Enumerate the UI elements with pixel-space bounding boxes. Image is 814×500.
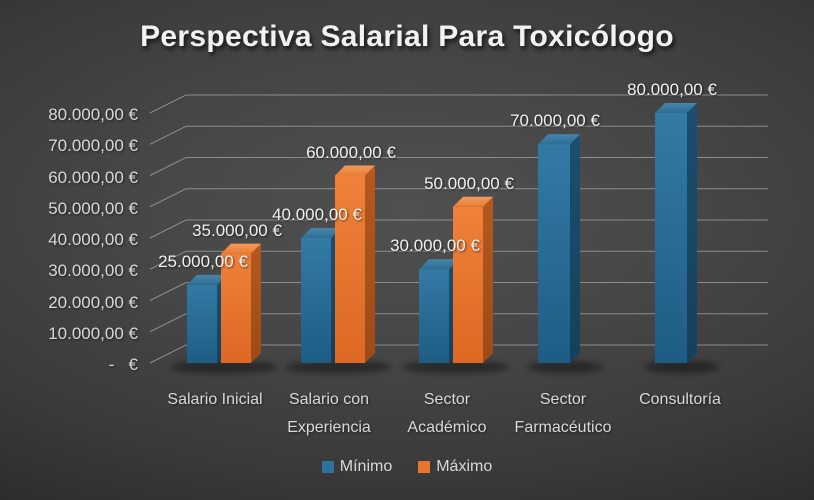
data-label-minimo-salario-con-experiencia: 40.000,00 € — [272, 205, 362, 224]
bar-front-face — [221, 253, 251, 363]
data-label-maximo-sector-academico: 50.000,00 € — [424, 173, 514, 193]
legend-swatch-minimo — [321, 461, 334, 473]
bar-shadow-consultoria — [644, 360, 720, 374]
chart-title: Perspectiva Salarial Para Toxicólogo — [140, 20, 674, 53]
bar-front-face — [301, 238, 331, 363]
y-axis-label-30000: 30.000,00 € — [48, 261, 138, 281]
y-axis-label-60000: 60.000,00 € — [48, 167, 138, 187]
bar-front-face — [538, 144, 570, 363]
x-axis-label-sector-farmaceutico: Sector Farmacéutico — [514, 391, 612, 436]
legend-item-minimo: Mínimo — [321, 458, 393, 476]
data-label-minimo-sector-academico: 30.000,00 € — [390, 236, 480, 256]
x-axis-label-salario-inicial: Salario Inicial — [167, 391, 263, 408]
bar-shadow-sector-academico — [402, 360, 510, 374]
bar-top-face — [419, 259, 459, 270]
bar-front-face — [419, 269, 449, 363]
bar-shadow-salario-inicial — [170, 360, 278, 374]
bar-top-face — [335, 165, 375, 176]
data-label-minimo-sector-farmaceutico: 70.000,00 € — [510, 111, 600, 131]
gridline-80000 — [149, 94, 768, 114]
bar-side-face — [687, 103, 697, 363]
data-label-maximo-salario-con-experiencia: 60.000,00 € — [306, 142, 396, 162]
bar-top-face — [453, 196, 493, 207]
bar-front-face — [187, 284, 217, 363]
bar-minimo-consultoria — [655, 103, 697, 363]
y-axis-label-80000: 80.000,00 € — [48, 105, 138, 124]
bar-maximo-salario-inicial — [221, 243, 261, 363]
bar-minimo-salario-con-experiencia — [301, 228, 341, 363]
bar-shadow-salario-con-experiencia — [284, 360, 392, 374]
bar-front-face — [335, 175, 365, 363]
x-axis-label-salario-con-experiencia: Salario con Experiencia — [287, 391, 371, 436]
data-label-minimo-consultoria: 80.000,00 € — [627, 80, 717, 99]
bar-top-face — [655, 103, 697, 113]
bar-front-face — [655, 113, 687, 363]
bar-minimo-sector-farmaceutico — [538, 134, 580, 363]
y-axis-label-20000: 20.000,00 € — [48, 292, 138, 312]
x-axis-label-consultoria: Consultoría — [639, 391, 721, 408]
bar-top-face — [301, 228, 341, 238]
legend-label-minimo: Mínimo — [339, 458, 393, 475]
bar-shadow-sector-farmaceutico — [527, 360, 603, 374]
data-label-minimo-salario-inicial: 25.000,00 € — [158, 251, 248, 271]
bar-maximo-sector-academico — [453, 196, 493, 363]
bar-top-face — [538, 134, 580, 145]
legend-item-maximo: Máximo — [418, 458, 492, 476]
legend-label-maximo: Máximo — [436, 458, 493, 475]
bar-top-face — [221, 243, 261, 254]
bar-top-face — [187, 274, 227, 285]
legend-swatch-maximo — [418, 461, 431, 473]
y-axis-label-40000: 40.000,00 € — [48, 230, 138, 249]
bar-maximo-salario-con-experiencia — [335, 165, 375, 363]
chart-legend: Mínimo Máximo — [0, 458, 814, 476]
y-axis-label-0: - € — [108, 355, 138, 374]
y-axis-label-10000: 10.000,00 € — [48, 323, 138, 343]
y-axis-label-50000: 50.000,00 € — [48, 198, 138, 218]
y-axis-label-70000: 70.000,00 € — [48, 136, 138, 156]
bar-front-face — [453, 206, 483, 363]
bar-side-face — [251, 243, 261, 363]
bar-side-face — [483, 196, 493, 363]
data-label-maximo-salario-inicial: 35.000,00 € — [192, 220, 282, 240]
gridline-70000 — [149, 125, 768, 145]
bar-side-face — [570, 134, 580, 363]
x-axis-label-sector-academico: Sector Académico — [407, 391, 487, 436]
bar-side-face — [365, 165, 375, 363]
